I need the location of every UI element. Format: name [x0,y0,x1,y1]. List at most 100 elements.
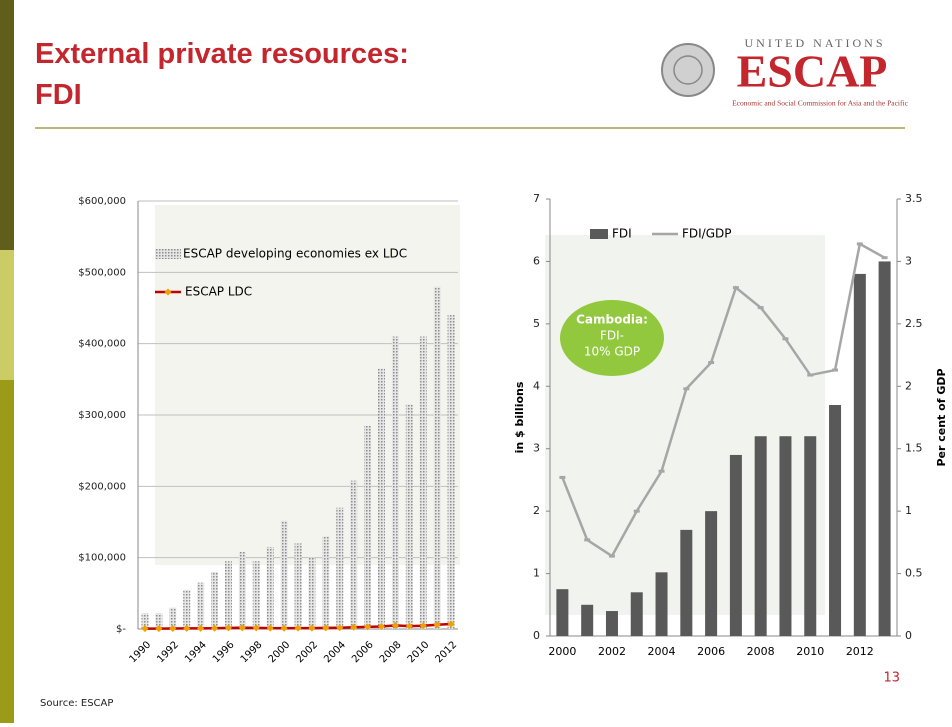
y-tick-label: $- [116,624,126,635]
annotation-bubble [560,300,664,376]
x-tick-label: 2006 [697,645,725,658]
y2-tick-label: 2.5 [905,317,923,330]
line-marker [559,475,566,479]
bar [433,286,441,629]
bar [419,336,427,629]
bar [853,273,866,636]
bar [405,404,413,629]
line-marker [584,538,591,542]
annotation-text: 10% GDP [584,345,640,359]
line-marker [377,623,385,631]
bar [377,368,385,629]
line-marker [782,337,789,341]
bar [364,425,372,629]
y2-tick-label: 0 [905,629,912,642]
bar [829,405,842,636]
line-marker [856,242,863,246]
line-marker [350,623,358,631]
line-marker [224,624,232,632]
line-marker [322,624,330,632]
x-tick-label: 2012 [846,645,874,658]
line-marker [294,624,302,632]
line-marker [708,361,715,365]
line-marker [832,368,839,372]
legend-swatch [590,229,608,239]
y-tick-label: $200,000 [78,481,126,492]
logo-top: UNITED NATIONS [745,36,886,50]
bar [605,611,618,636]
legend-label: ESCAP LDC [185,285,252,299]
bar [211,571,219,629]
sidebar-bottom [0,380,14,723]
bar [197,582,205,629]
line-marker [169,625,177,633]
un-emblem [673,55,703,85]
bar [350,480,358,629]
bar [729,454,742,636]
y2-tick-label: 1 [905,504,912,517]
bar [705,511,718,636]
line-marker [658,469,665,473]
line-marker [732,286,739,290]
line-marker [391,621,399,629]
bar [266,546,274,629]
charts: $- $100,000 $200,000 $300,000 $400,000 $500,0… [78,192,948,665]
line-marker [419,622,427,630]
y2-tick-label: 3.5 [905,192,923,205]
bar [447,315,455,629]
y-tick-label: $500,000 [78,267,126,278]
y-tick-label: $600,000 [78,196,126,207]
bar [308,557,316,629]
bar [155,613,163,629]
legend-swatch [155,249,181,259]
y-tick-label: 6 [533,254,540,267]
bar [183,589,191,629]
x-tick-label: 2000 [548,645,576,658]
bar [754,436,767,636]
line-marker [197,624,205,632]
y-tick-label: $100,000 [78,553,126,564]
y2-tick-label: 2 [905,379,912,392]
bar [779,436,792,636]
line-marker [364,623,372,631]
logo-name: ESCAP [737,46,888,97]
line-marker [155,625,163,633]
bar [336,507,344,629]
bar [878,261,891,636]
bar [804,436,817,636]
y-tick-label: 7 [533,192,540,205]
line-marker [280,624,288,632]
y-axis-label: in $ billions [513,381,526,453]
bar [141,613,149,629]
line-marker [757,306,764,310]
bar [391,336,399,629]
line-marker [266,624,274,632]
line-marker [211,624,219,632]
un-emblem [661,43,715,97]
line-marker [881,256,888,260]
bar [655,572,668,636]
x-tick-label: 2002 [598,645,626,658]
line-marker [336,624,344,632]
y-tick-label: $300,000 [78,410,126,421]
line-marker [433,621,441,629]
line-marker [683,387,690,391]
legend-label: ESCAP developing economies ex LDC [183,247,407,261]
legend-marker [164,288,172,296]
annotation-text: FDI- [600,329,624,343]
bar [581,604,594,636]
line-marker [608,554,615,558]
bar [630,592,643,636]
y-tick-label: 3 [533,442,540,455]
line-marker [308,624,316,632]
line-marker [405,622,413,630]
bar [169,607,177,629]
x-tick-label: 2010 [796,645,824,658]
x-tick-label: 2004 [648,645,676,658]
bar [322,536,330,629]
sidebar-top [0,0,14,250]
legend-label: FDI [612,227,632,241]
line-marker [447,620,455,628]
line-marker [807,373,814,377]
